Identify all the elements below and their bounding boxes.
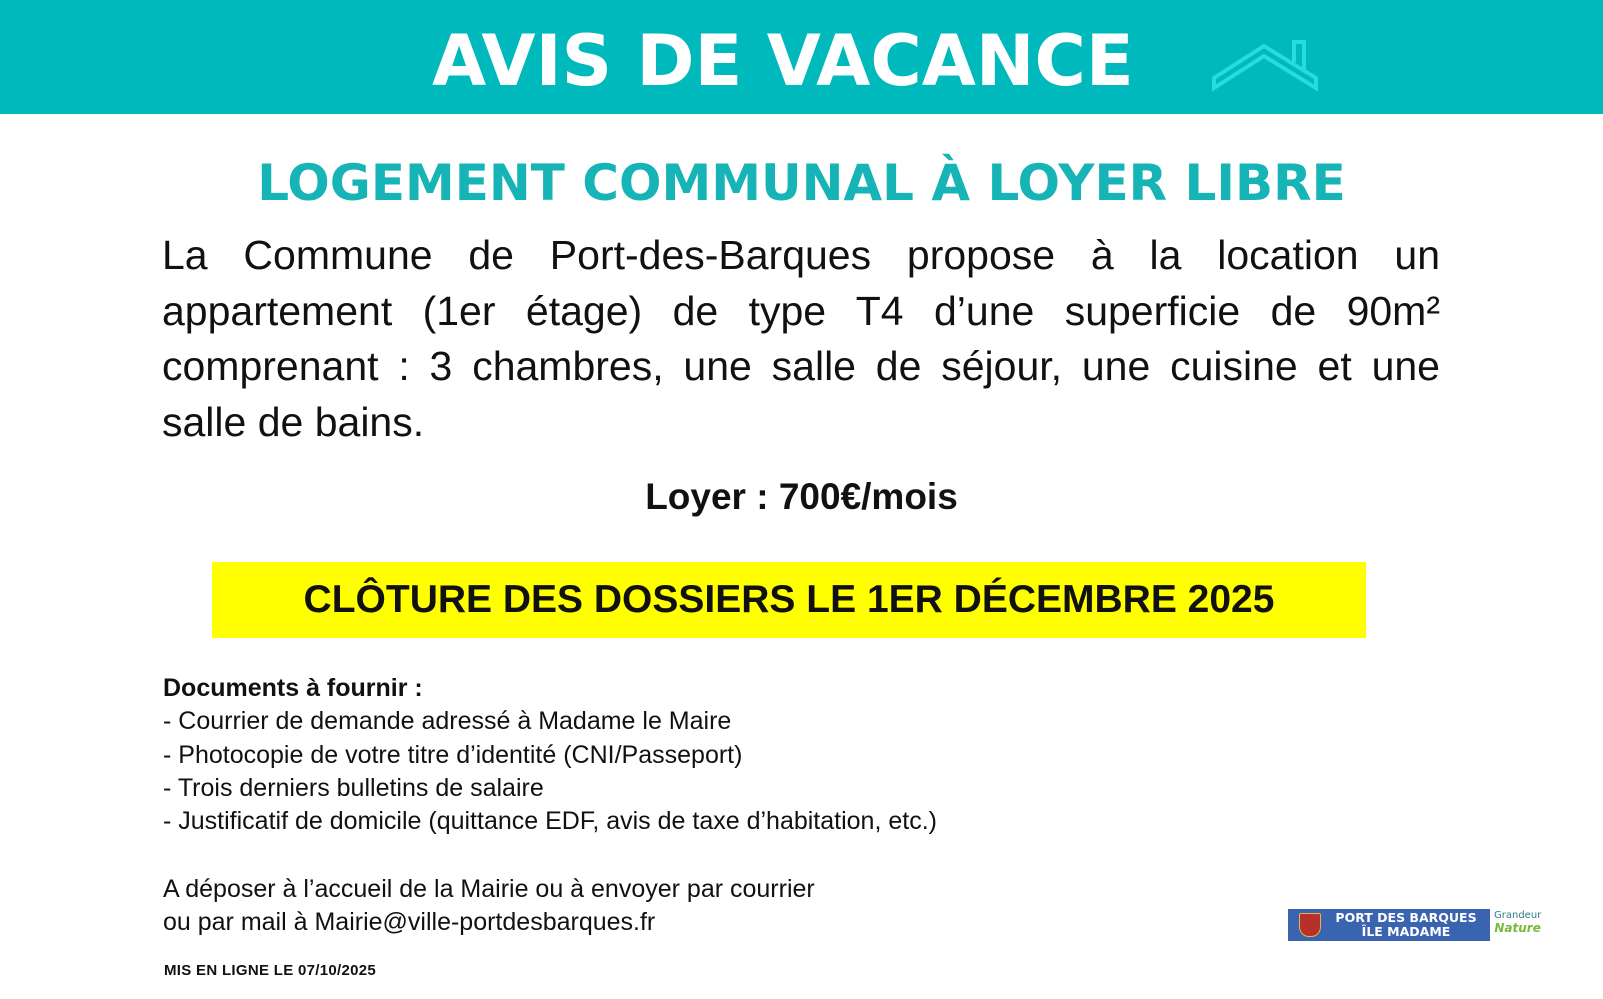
- published-date: MIS EN LIGNE LE 07/10/2025: [164, 962, 377, 979]
- submission-line: A déposer à l’accueil de la Mairie ou à …: [163, 875, 815, 903]
- documents-list: Documents à fournir : - Courrier de dema…: [163, 672, 937, 838]
- logo-tag: Nature: [1494, 921, 1541, 935]
- house-roof-icon: [1212, 40, 1318, 92]
- list-item: - Photocopie de votre titre d’identité (…: [163, 740, 743, 769]
- logo-line: ÎLE MADAME: [1361, 924, 1451, 939]
- logo-line: PORT DES BARQUES: [1335, 910, 1477, 925]
- submission-line: ou par mail à Mairie@ville-portdesbarque…: [163, 908, 656, 937]
- logo-tag: Grandeur: [1494, 910, 1542, 921]
- list-item: - Justificatif de domicile (quittance ED…: [163, 807, 937, 836]
- description: La Commune de Port-des-Barques propose à…: [162, 232, 1440, 445]
- submission-info: A déposer à l’accueil de la Mairie ou à …: [163, 873, 815, 940]
- town-logo: PORT DES BARQUES ÎLE MADAME: [1288, 909, 1490, 941]
- deadline-banner: CLÔTURE DES DOSSIERS LE 1ER DÉCEMBRE 202…: [212, 562, 1366, 638]
- rent: Loyer : 700€/mois: [0, 474, 1603, 520]
- grandeur-nature-logo: Grandeur Nature: [1494, 910, 1541, 934]
- rent-text: Loyer : 700€/mois: [645, 476, 958, 517]
- list-item: - Courrier de demande adressé à Madame l…: [163, 707, 732, 736]
- header-banner: AVIS DE VACANCE: [0, 0, 1603, 114]
- page-title: AVIS DE VACANCE: [432, 20, 1134, 102]
- list-item: - Trois derniers bulletins de salaire: [163, 773, 544, 802]
- crest-icon: [1299, 913, 1321, 937]
- subtitle: LOGEMENT COMMUNAL À LOYER LIBRE: [257, 154, 1346, 212]
- documents-heading: Documents à fournir :: [163, 674, 423, 702]
